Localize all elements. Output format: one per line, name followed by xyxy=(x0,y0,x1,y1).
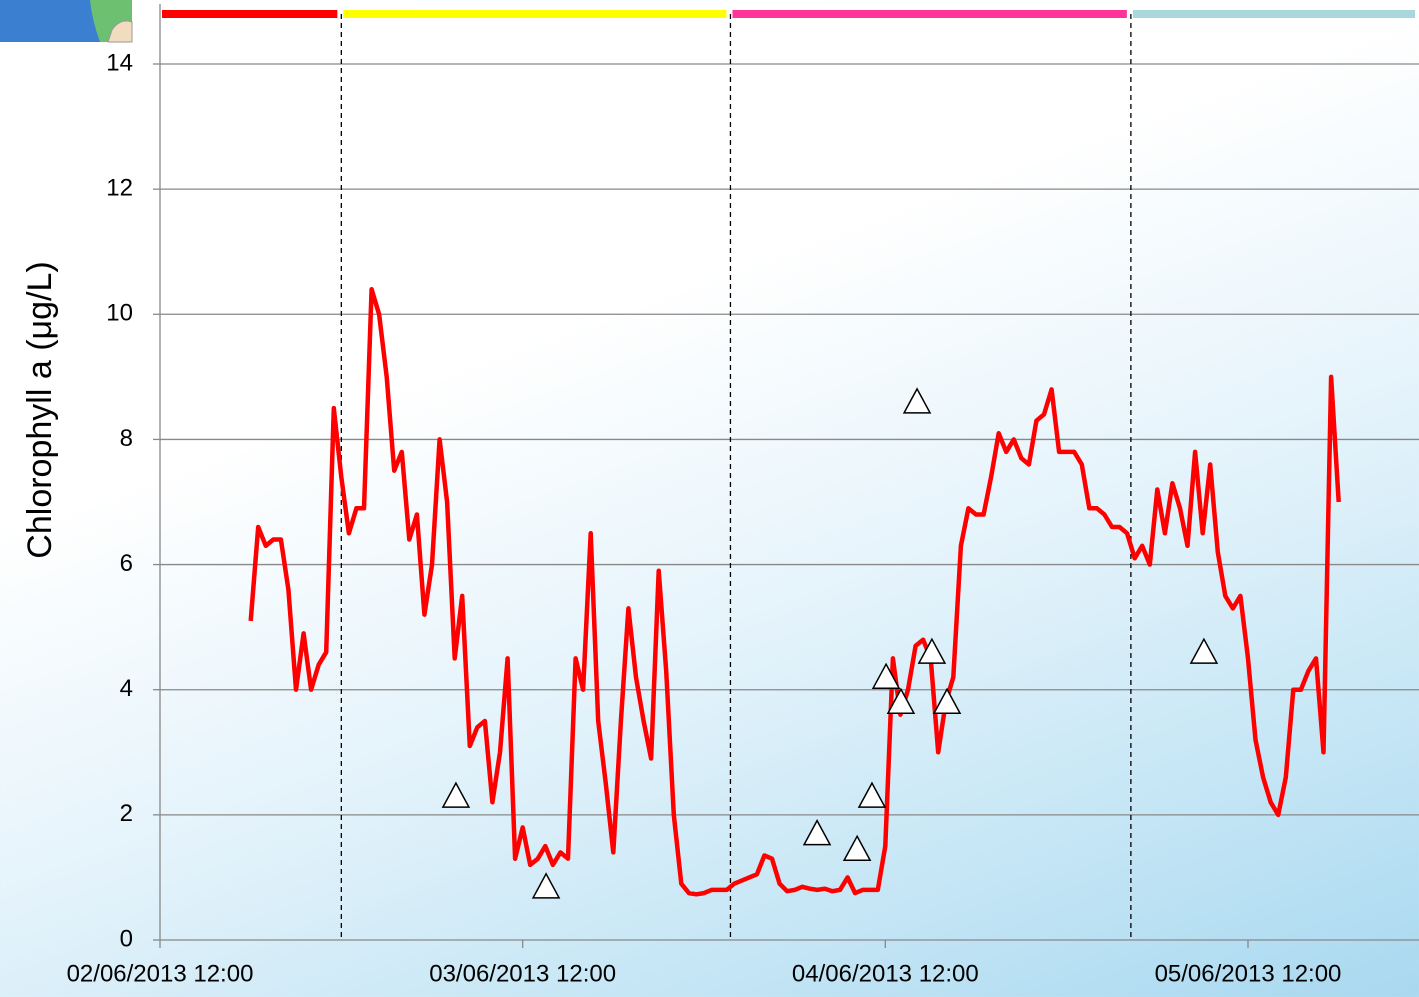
y-tick-label: 10 xyxy=(106,300,133,327)
x-tick-label: 05/06/2013 12:00 xyxy=(1155,960,1342,987)
period-bar xyxy=(162,10,338,18)
triangle-marker xyxy=(886,687,916,714)
triangle-marker xyxy=(802,819,832,846)
triangle-marker xyxy=(842,834,872,862)
triangle-marker xyxy=(441,781,471,808)
corner-map xyxy=(0,0,133,43)
triangle-marker xyxy=(902,387,932,414)
x-tick-label: 02/06/2013 12:00 xyxy=(67,960,254,987)
x-tick-label: 03/06/2013 12:00 xyxy=(429,960,616,987)
triangle-marker xyxy=(1189,637,1219,664)
y-tick-label: 6 xyxy=(120,550,133,577)
y-tick-label: 4 xyxy=(120,675,133,702)
triangle-marker xyxy=(857,781,887,808)
y-tick-label: 14 xyxy=(106,49,133,76)
period-bar xyxy=(343,10,727,18)
map-coast xyxy=(107,20,133,43)
triangle-marker xyxy=(932,687,962,714)
x-tick-label: 04/06/2013 12:00 xyxy=(792,960,979,987)
triangle-marker xyxy=(871,662,901,689)
period-bar xyxy=(1132,10,1415,18)
triangle-marker xyxy=(531,872,561,899)
y-tick-label: 0 xyxy=(120,925,133,952)
data-line xyxy=(248,287,1341,897)
period-bar xyxy=(732,10,1127,18)
y-tick-label: 2 xyxy=(120,800,133,827)
triangle-marker xyxy=(917,637,947,664)
y-tick-label: 8 xyxy=(120,425,133,452)
y-tick-label: 12 xyxy=(106,174,133,201)
y-axis-title: Chlorophyll a (μg/L) xyxy=(21,261,59,558)
